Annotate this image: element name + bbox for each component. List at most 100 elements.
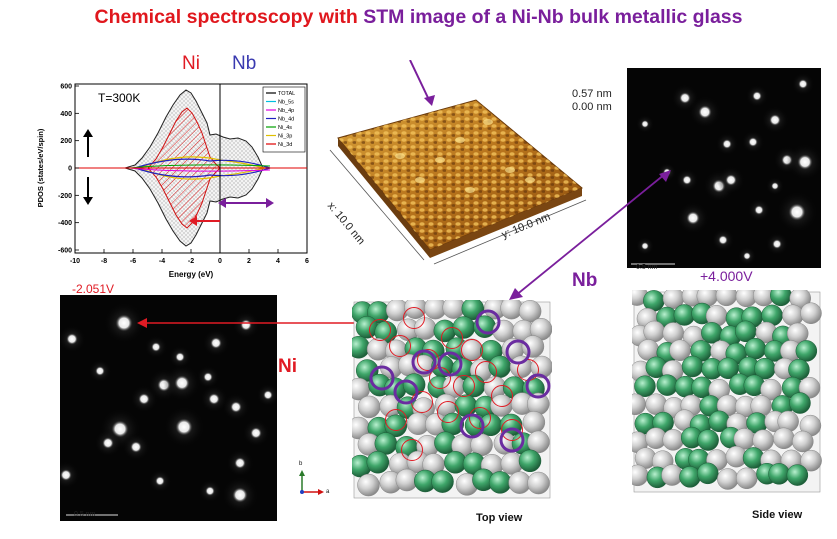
bright-spot [175,352,185,362]
axis-b-label: b [299,461,303,467]
unoccupied-arrowhead-left [218,198,226,208]
spin-down-arrowhead [83,197,93,205]
nb-marker-circle [459,413,485,439]
bright-spot [769,114,781,126]
legend-entry: Nb_5s [278,100,294,106]
surface-peak [505,167,515,173]
bright-spot [205,486,215,496]
legend-entry: Nb_4p [278,108,294,114]
nb-voltage-label: +4.000V [700,268,753,284]
top-view-caption: Top view [476,512,523,524]
top-view-atoms [352,300,552,499]
ni-4s-curve [129,164,271,169]
bright-spot [234,457,246,469]
nb-marker-circle [499,427,525,453]
title-part-1: Chemical spectroscopy with [94,6,364,28]
ni-atom [661,464,683,486]
nb-atom [384,414,408,438]
spin-up-arrowhead [83,129,93,137]
legend-entry: TOTAL [278,91,295,97]
bright-spot [698,105,712,119]
ni-marker-circle [403,307,425,329]
x-tick-label: -10 [70,258,80,265]
bright-spot [232,487,248,503]
ni-stm-image [60,295,277,521]
nb-link-arrow [509,170,671,300]
nb-atom [431,470,454,493]
bright-spot [210,337,222,349]
ni-atom [530,355,552,379]
ni-marker-circle [469,407,491,429]
bright-spot [682,175,692,185]
ni-element-label: Ni [278,356,297,377]
ni-marker-circle [437,401,459,423]
nb-marker-circle [505,339,531,365]
y-axis-edge [433,199,587,265]
nb-atom [634,375,656,397]
y-tick-label: -200 [58,193,72,200]
nb-atom [681,355,704,378]
title-pointer-arrow [409,60,431,103]
bright-spot [788,203,806,221]
ni-marker-circle [453,375,475,397]
pdos-plot: TOTAL Nb_5s Nb_4p Nb_4d Ni_4s Ni_3p Ni_3d T=30… [36,83,309,279]
side-view-caption: Side view [752,509,803,521]
bright-spot [151,342,161,352]
x-tick-label: -6 [130,258,136,265]
bright-spot [641,120,649,128]
x-tick-label: 0 [218,258,222,265]
ni-link-arrowhead-start [137,318,147,328]
nb-atom [355,315,379,339]
bright-spot [95,366,105,376]
nb-atom [795,340,818,362]
ni-marker-circle [389,335,411,357]
ni-atom [521,335,545,358]
bright-spot [175,418,193,436]
ni-atom [782,304,804,326]
stm-z-min: 0.00 nm [572,101,612,113]
bright-spot [771,182,779,190]
bright-spot [203,372,213,382]
y-tick-label: -600 [58,248,72,255]
ni-marker-circle [461,339,483,361]
bright-spot [138,393,150,405]
stm-surface-side-right [430,188,582,258]
nb-atom [452,316,476,339]
bright-spot [686,211,700,225]
stm-surface-side-left [338,138,430,258]
nb-4d-curve-neg [134,167,271,178]
x-tick-label: 2 [247,258,251,265]
y-tick-label: 400 [60,111,72,118]
title-pointer-arrowhead [424,95,435,106]
nb-stm-image [627,68,821,268]
bright-spot [230,401,242,413]
bright-spot [722,139,732,149]
axis-triad [299,470,324,495]
legend-entry: Ni_3p [278,134,292,140]
x-tick-label: -2 [188,258,194,265]
nb-atom [696,462,719,485]
ni-atom [717,468,739,490]
ni-atom [527,430,550,454]
bright-spot [208,393,220,405]
nb-atom [656,374,679,396]
nb-marker-circle [369,365,395,391]
axis-a-label: a [326,489,330,495]
nb-atom [679,466,701,488]
bright-spot [718,235,728,245]
bright-spot [240,319,252,331]
ni-marker-circle [491,385,513,407]
ni-atom [773,427,795,450]
nb-marker-circle [475,309,501,335]
bright-spot [748,137,758,147]
surface-peak [435,157,445,163]
surface-peak [465,187,475,193]
y-tick-label: -400 [58,220,72,227]
bright-spot [102,437,114,449]
ni-atom [413,317,437,340]
nb-marker-circle [411,349,437,375]
bright-spot [725,174,737,186]
ni-atom [800,302,822,324]
pdos-xlabel: Energy (eV) [169,270,214,279]
x-tick-label: -8 [101,258,107,265]
